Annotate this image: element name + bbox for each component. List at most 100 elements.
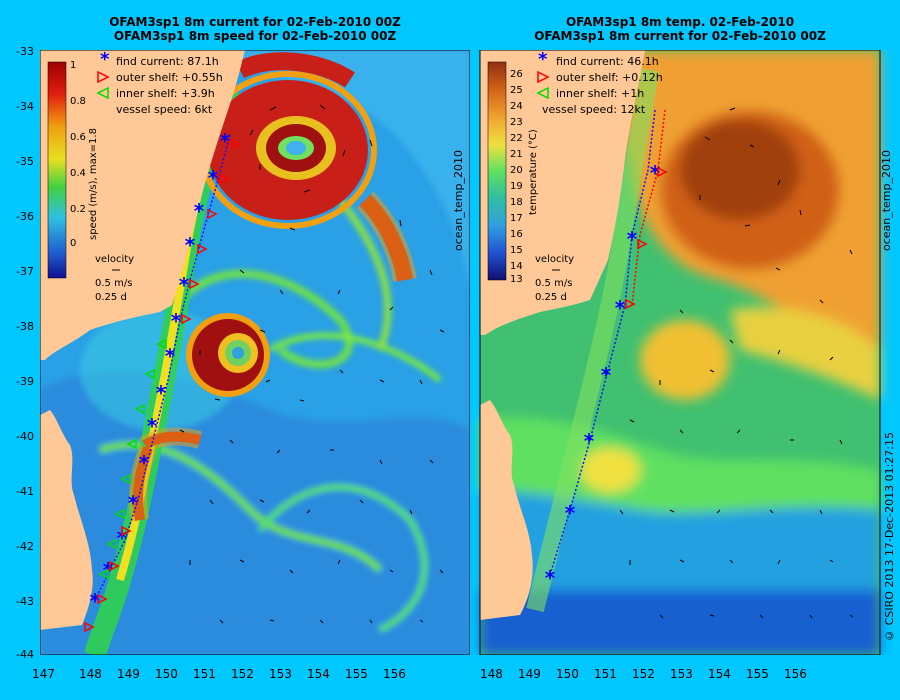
right-cb-tick-19: 19 bbox=[510, 181, 523, 192]
lat-tick: -42 bbox=[16, 540, 34, 553]
lon-tick: 155 bbox=[345, 667, 368, 681]
lat-tick: -38 bbox=[16, 320, 34, 333]
right-cb-tick-13: 13 bbox=[510, 274, 523, 285]
lat-tick: -39 bbox=[16, 375, 34, 388]
svg-text:*: * bbox=[179, 273, 190, 297]
left-legend: * find current: 87.1h outer shelf: +0.55… bbox=[96, 50, 223, 116]
svg-text:*: * bbox=[538, 50, 548, 70]
left-velocity-key: velocity 0.5 m/s 0.25 d bbox=[95, 254, 134, 303]
svg-text:*: * bbox=[627, 227, 638, 251]
lat-tick: -35 bbox=[16, 155, 34, 168]
left-title-line1: OFAM3sp1 8m current for 02-Feb-2010 00Z bbox=[109, 15, 401, 29]
lat-tick: -40 bbox=[16, 430, 34, 443]
svg-text:*: * bbox=[185, 233, 196, 257]
svg-text:*: * bbox=[100, 50, 110, 70]
right-cb-tick-14: 14 bbox=[510, 261, 523, 272]
left-velocity-vectors bbox=[179, 104, 445, 624]
right-cb-tick-15: 15 bbox=[510, 245, 523, 256]
right-title: OFAM3sp1 8m temp. 02-Feb-2010 OFAM3sp1 8… bbox=[465, 15, 895, 43]
svg-text:*: * bbox=[165, 344, 176, 368]
lon-tick: 153 bbox=[670, 667, 693, 681]
right-cb-tick-17: 17 bbox=[510, 213, 523, 224]
lon-tick: 156 bbox=[784, 667, 807, 681]
lon-tick: 148 bbox=[79, 667, 102, 681]
lon-tick: 149 bbox=[117, 667, 140, 681]
lon-tick: 156 bbox=[383, 667, 406, 681]
left-cb-tick-0.2: 0.2 bbox=[70, 204, 86, 215]
right-map-panel: * * * * * * * * find current: 46.1h oute… bbox=[479, 50, 881, 655]
left-colorbar-ticks: 1 0.8 0.6 0.4 0.2 0 bbox=[70, 60, 86, 249]
right-title-line2: OFAM3sp1 8m current for 02-Feb-2010 00Z bbox=[534, 29, 826, 43]
left-land bbox=[40, 50, 245, 360]
left-title-line2: OFAM3sp1 8m speed for 02-Feb-2010 00Z bbox=[113, 29, 397, 43]
lon-tick: 150 bbox=[155, 667, 178, 681]
right-colorbar-ticks: 26 25 24 23 22 21 20 19 18 17 16 15 14 1… bbox=[510, 69, 523, 285]
right-lon-axis: 148 149 150 151 152 153 154 155 156 bbox=[465, 667, 865, 681]
credit-text: © CSIRO 2013 17-Dec-2013 01:27:15 bbox=[883, 432, 896, 642]
svg-text:*: * bbox=[90, 589, 101, 613]
lat-tick: -43 bbox=[16, 595, 34, 608]
lat-tick: -37 bbox=[16, 265, 34, 278]
lon-tick: 149 bbox=[518, 667, 541, 681]
right-velocity-vectors bbox=[619, 107, 854, 619]
left-velocity-scale2: 0.25 d bbox=[95, 292, 127, 303]
left-cb-tick-0.6: 0.6 bbox=[70, 132, 86, 143]
right-route-markers: * * * * * * * bbox=[545, 161, 661, 590]
svg-text:*: * bbox=[128, 491, 139, 515]
svg-text:*: * bbox=[147, 414, 158, 438]
lon-tick: 153 bbox=[269, 667, 292, 681]
left-outer-shelf-markers bbox=[84, 138, 242, 633]
right-cb-tick-21: 21 bbox=[510, 149, 523, 160]
left-legend-speed: vessel speed: 6kt bbox=[116, 103, 213, 116]
svg-text:*: * bbox=[220, 129, 231, 153]
right-cb-tick-18: 18 bbox=[510, 197, 523, 208]
left-colorbar-label: speed (m/s), max=1.8 bbox=[88, 128, 99, 240]
right-legend: * find current: 46.1h outer shelf: +0.12… bbox=[536, 50, 663, 116]
svg-text:*: * bbox=[615, 296, 626, 320]
right-cb-tick-22: 22 bbox=[510, 133, 523, 144]
right-legend-speed: vessel speed: 12kt bbox=[542, 103, 646, 116]
right-tasmania bbox=[480, 400, 533, 620]
svg-text:*: * bbox=[208, 166, 219, 190]
lon-tick: 154 bbox=[708, 667, 731, 681]
right-land bbox=[480, 50, 645, 335]
right-outer-shelf-markers bbox=[625, 166, 668, 310]
right-colorbar-label: temperature (°C) bbox=[528, 129, 539, 215]
right-velocity-title: velocity bbox=[535, 254, 574, 265]
left-lon-axis: 147 148 149 150 151 152 153 154 155 156 bbox=[32, 667, 470, 681]
left-cb-tick-1: 1 bbox=[70, 60, 76, 71]
left-velocity-title: velocity bbox=[95, 254, 134, 265]
lon-tick: 152 bbox=[231, 667, 254, 681]
right-side-label: ocean_temp_2010 bbox=[452, 150, 465, 252]
right-edge-label: ocean_temp_2010 bbox=[880, 150, 893, 252]
svg-text:*: * bbox=[139, 451, 150, 475]
left-title: OFAM3sp1 8m current for 02-Feb-2010 00Z … bbox=[40, 15, 470, 43]
svg-text:*: * bbox=[584, 429, 595, 453]
svg-text:*: * bbox=[545, 566, 556, 590]
lon-tick: 151 bbox=[594, 667, 617, 681]
left-cb-tick-0.4: 0.4 bbox=[70, 168, 86, 179]
right-velocity-key: velocity 0.5 m/s 0.25 d bbox=[535, 254, 574, 303]
svg-text:*: * bbox=[156, 381, 167, 405]
svg-text:*: * bbox=[650, 161, 661, 185]
svg-text:*: * bbox=[117, 526, 128, 550]
left-legend-find: find current: 87.1h bbox=[116, 55, 219, 68]
left-colorbar: 1 0.8 0.6 0.4 0.2 0 speed (m/s), max=1.8 bbox=[47, 60, 99, 279]
svg-text:*: * bbox=[565, 501, 576, 525]
left-inner-shelf-markers bbox=[98, 338, 167, 580]
lon-tick: 148 bbox=[480, 667, 503, 681]
left-legend-inner: inner shelf: +3.9h bbox=[116, 87, 215, 100]
right-cb-tick-23: 23 bbox=[510, 117, 523, 128]
lon-tick: 151 bbox=[193, 667, 216, 681]
svg-text:*: * bbox=[171, 309, 182, 333]
lat-tick: -44 bbox=[16, 648, 34, 661]
left-route-line bbox=[94, 134, 231, 601]
lat-tick: -36 bbox=[16, 210, 34, 223]
lon-tick: 154 bbox=[307, 667, 330, 681]
right-legend-inner: inner shelf: +1h bbox=[556, 87, 644, 100]
right-cb-tick-20: 20 bbox=[510, 165, 523, 176]
right-cb-tick-25: 25 bbox=[510, 85, 523, 96]
lat-tick: -41 bbox=[16, 485, 34, 498]
right-velocity-scale1: 0.5 m/s bbox=[535, 278, 572, 289]
lon-tick: 152 bbox=[632, 667, 655, 681]
